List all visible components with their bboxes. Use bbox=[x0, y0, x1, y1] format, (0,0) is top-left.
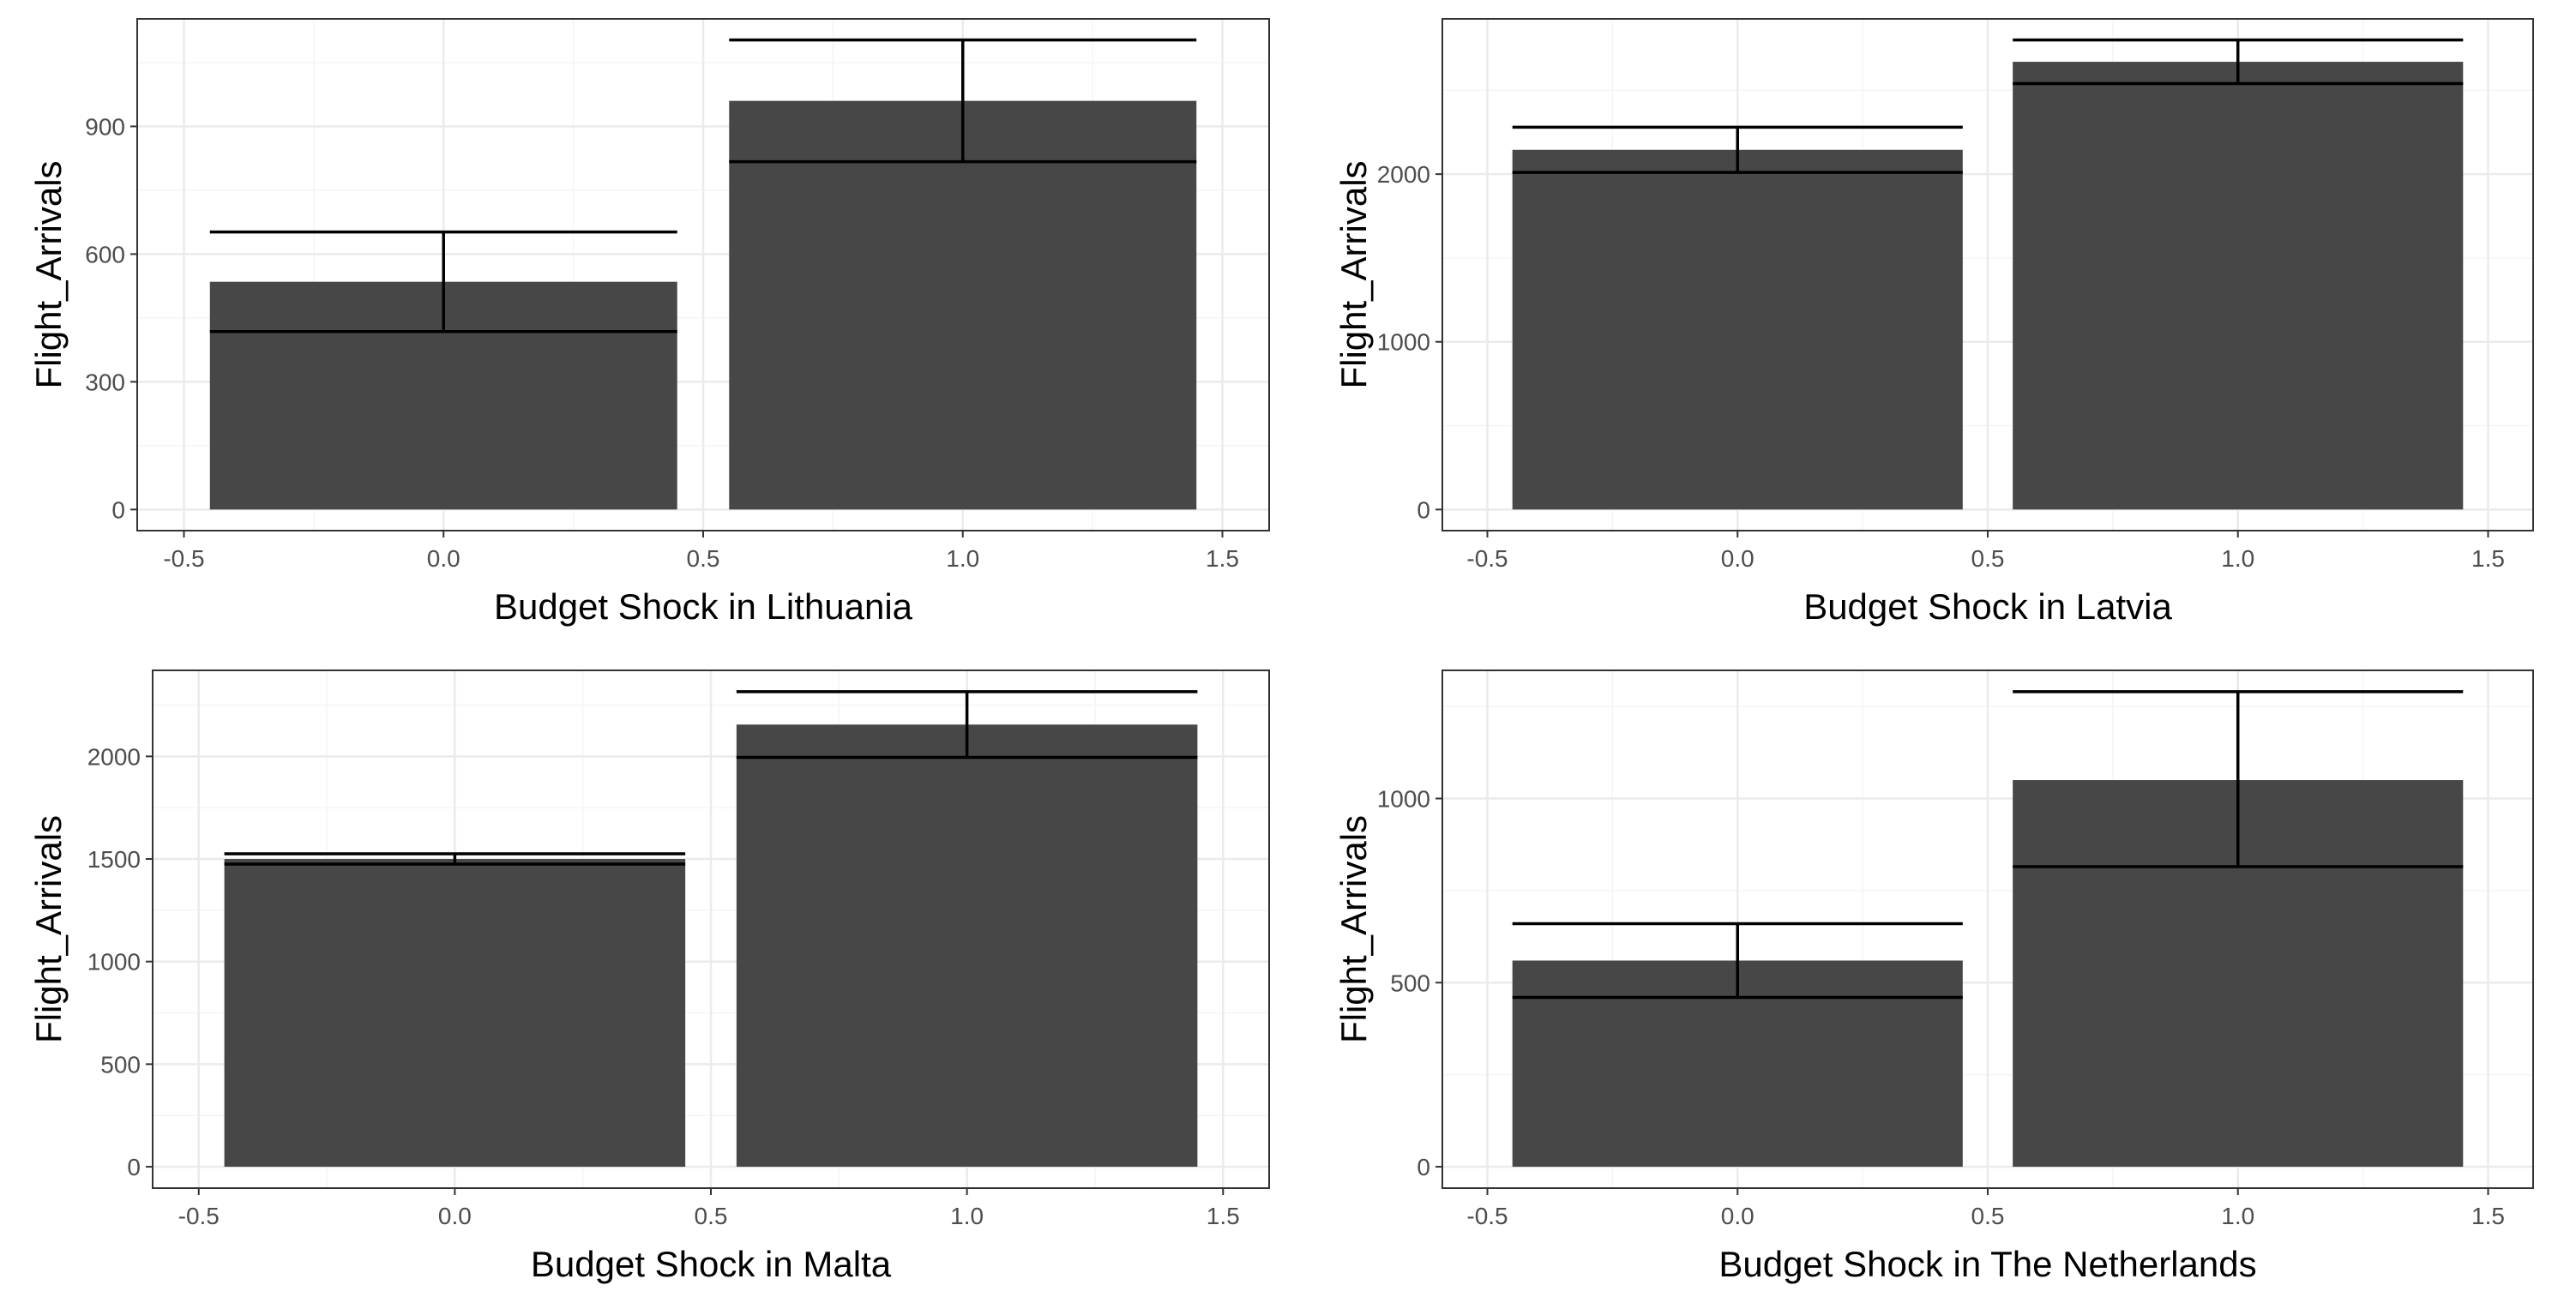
error-bar bbox=[224, 852, 686, 866]
y-tick-label: 2000 bbox=[1377, 161, 1430, 188]
y-tick-label: 900 bbox=[85, 113, 125, 140]
x-tick-label: 0.0 bbox=[1721, 545, 1754, 572]
y-tick-label: 0 bbox=[1417, 1154, 1430, 1180]
bar bbox=[224, 859, 686, 1168]
chart-panel: -0.5 0.0 0.5 1.0 1.5 0 500 1000 Budget Shock in … bbox=[1333, 670, 2534, 1284]
x-tick-label: 0.5 bbox=[1971, 1203, 2005, 1229]
x-tick-label: 1.0 bbox=[2221, 545, 2254, 572]
y-axis-title: Flight_Arrivals bbox=[28, 815, 69, 1043]
chart-panel: -0.5 0.0 0.5 1.0 1.5 0 300 600 900 Budget Shock i… bbox=[28, 18, 1270, 627]
y-tick-label: 500 bbox=[1390, 970, 1430, 996]
y-tick-label: 0 bbox=[111, 496, 125, 523]
error-bar bbox=[209, 230, 677, 333]
x-tick-label: 1.5 bbox=[2471, 545, 2505, 572]
y-tick-label: 600 bbox=[85, 241, 125, 267]
y-tick-label: 0 bbox=[127, 1154, 141, 1180]
bar bbox=[2013, 62, 2464, 510]
bar bbox=[736, 724, 1198, 1168]
error-bar bbox=[729, 38, 1197, 164]
bar bbox=[1512, 149, 1963, 510]
y-tick-label: 500 bbox=[100, 1051, 141, 1078]
x-axis-title: Budget Shock in Lithuania bbox=[494, 586, 913, 627]
y-tick-label: 1000 bbox=[1377, 786, 1430, 813]
x-axis-title: Budget Shock in Latvia bbox=[1803, 586, 2172, 627]
y-tick-label: 1000 bbox=[87, 949, 141, 976]
x-tick-label: 0.5 bbox=[1971, 545, 2005, 572]
x-axis-title: Budget Shock in Malta bbox=[531, 1244, 892, 1284]
error-bar bbox=[1512, 125, 1963, 174]
chart-panel: -0.5 0.0 0.5 1.0 1.5 0 1000 2000 Budget Shock in… bbox=[1333, 18, 2534, 627]
y-tick-label: 0 bbox=[1417, 496, 1430, 523]
error-bar bbox=[1512, 922, 1963, 1000]
y-axis-title: Flight_Arrivals bbox=[28, 160, 69, 388]
y-axis-title: Flight_Arrivals bbox=[1333, 160, 1374, 388]
x-tick-label: 0.5 bbox=[687, 545, 720, 572]
error-bar bbox=[2013, 690, 2464, 868]
x-tick-label: 0.0 bbox=[438, 1203, 472, 1229]
y-tick-label: 1000 bbox=[1377, 329, 1430, 356]
error-bar bbox=[736, 690, 1198, 760]
x-tick-label: -0.5 bbox=[163, 545, 204, 572]
chart-panel: -0.5 0.0 0.5 1.0 1.5 0 500 1000 1500 2000 Budget S… bbox=[28, 670, 1270, 1284]
error-bar bbox=[2013, 38, 2464, 86]
x-tick-label: 0.5 bbox=[695, 1203, 728, 1229]
x-tick-label: -0.5 bbox=[1466, 1203, 1508, 1229]
bar bbox=[729, 100, 1197, 510]
x-tick-label: 1.0 bbox=[950, 1203, 984, 1229]
x-tick-label: 1.5 bbox=[1207, 1203, 1240, 1229]
x-tick-label: 0.0 bbox=[1721, 1203, 1754, 1229]
x-tick-label: -0.5 bbox=[1466, 545, 1508, 572]
x-tick-label: 1.5 bbox=[1206, 545, 1239, 572]
y-tick-label: 2000 bbox=[87, 743, 141, 770]
y-axis-title: Flight_Arrivals bbox=[1333, 815, 1374, 1043]
y-tick-label: 1500 bbox=[87, 846, 141, 873]
x-axis-title: Budget Shock in The Netherlands bbox=[1718, 1244, 2256, 1284]
x-tick-label: 1.5 bbox=[2471, 1203, 2505, 1229]
x-tick-label: -0.5 bbox=[178, 1203, 220, 1229]
x-tick-label: 1.0 bbox=[946, 545, 979, 572]
x-tick-label: 0.0 bbox=[427, 545, 460, 572]
x-tick-label: 1.0 bbox=[2221, 1203, 2254, 1229]
y-tick-label: 300 bbox=[85, 369, 125, 395]
